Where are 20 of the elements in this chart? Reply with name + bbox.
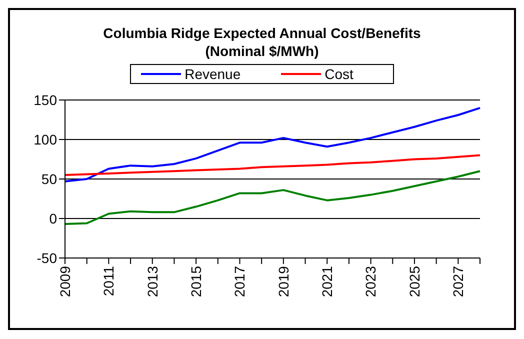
x-tick-label: 2011: [100, 266, 117, 296]
chart-subtitle: (Nominal $/MWh): [204, 42, 320, 60]
x-tick-label: 2021: [319, 266, 336, 298]
y-tick-label: 0: [49, 210, 58, 226]
y-tick-label: -50: [36, 250, 58, 266]
x-tick-label: 2019: [275, 266, 292, 298]
x-tick-label: 2025: [406, 266, 422, 298]
x-tick-label: 2013: [144, 266, 160, 298]
x-tick-label: 2017: [232, 266, 248, 298]
y-tick-label: 150: [34, 92, 58, 108]
legend-label: Cost: [324, 66, 354, 82]
legend-label: Revenue: [184, 66, 241, 82]
x-tick-label: 2009: [56, 266, 73, 298]
x-tick-label: 2015: [188, 266, 204, 298]
line-series: [64, 154, 481, 176]
x-tick-label: 2027: [450, 266, 466, 298]
y-tick-label: 100: [34, 131, 58, 148]
x-tick-label: 2023: [362, 266, 379, 298]
chart-title: Columbia Ridge Expected Annual Cost/Benefits: [102, 24, 422, 42]
y-tick-label: 50: [41, 170, 58, 187]
